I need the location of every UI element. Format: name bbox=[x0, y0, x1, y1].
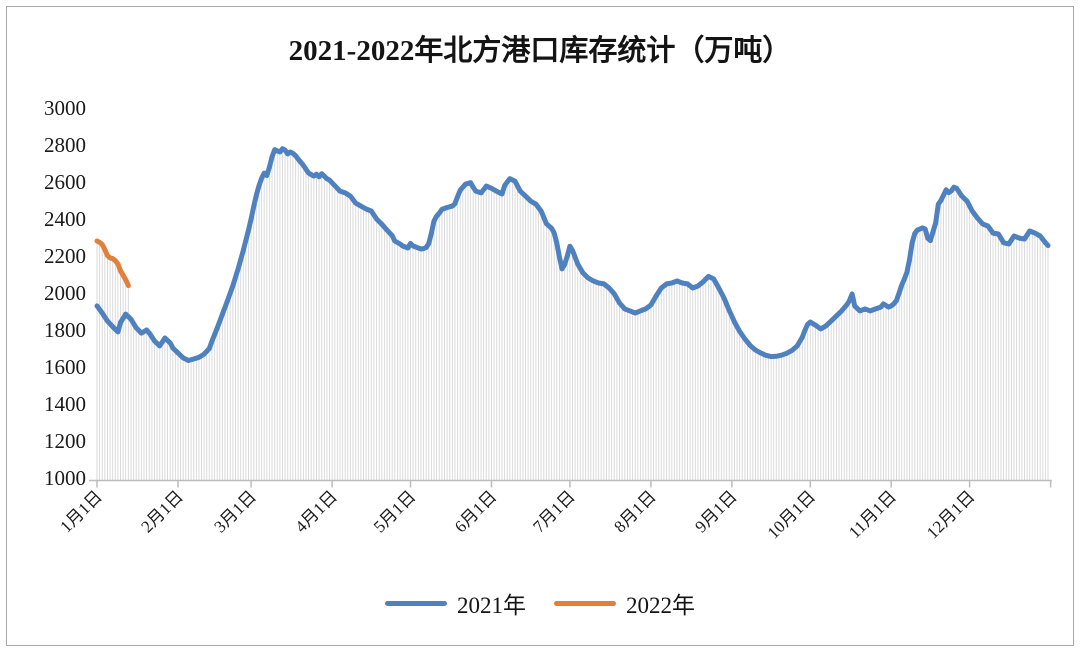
legend-label-2021: 2021年 bbox=[457, 593, 526, 618]
chart-title: 2021-2022年北方港口库存统计（万吨） bbox=[288, 35, 792, 67]
chart-legend: 2021年 2022年 bbox=[0, 586, 1080, 620]
y-tick-label: 2200 bbox=[44, 244, 86, 268]
legend-swatch-2021 bbox=[385, 600, 447, 606]
y-tick-label: 2400 bbox=[44, 207, 86, 231]
series-2022-line bbox=[94, 238, 131, 289]
y-tick-label: 1000 bbox=[44, 466, 86, 490]
series-2021-line bbox=[94, 146, 1051, 363]
y-tick-label: 2600 bbox=[44, 170, 86, 194]
x-tick-label: 5月1日 bbox=[370, 487, 419, 536]
x-tick-label: 11月1日 bbox=[845, 487, 900, 542]
x-axis-labels: 1月1日 2月1日 3月1日 4月1日 5月1日 6月1日 7月1日 8月1日 9月1日 10月1… bbox=[56, 487, 978, 543]
chart-canvas: 3000 2800 2600 2400 2200 2000 1800 1600 1400 1200… bbox=[44, 96, 1052, 543]
y-tick-label: 1400 bbox=[44, 392, 86, 416]
x-tick-label: 3月1日 bbox=[210, 487, 259, 536]
y-tick-label: 1800 bbox=[44, 318, 86, 342]
x-tick-label: 8月1日 bbox=[610, 487, 659, 536]
legend-label-2022: 2022年 bbox=[626, 593, 695, 618]
x-tick-label: 9月1日 bbox=[691, 487, 740, 536]
legend-item-2021: 2021年 bbox=[385, 586, 526, 620]
x-axis bbox=[89, 479, 1052, 488]
legend-item-2022: 2022年 bbox=[554, 586, 695, 620]
x-tick-label: 6月1日 bbox=[451, 487, 500, 536]
x-tick-label: 4月1日 bbox=[291, 487, 340, 536]
drop-lines bbox=[96, 148, 1049, 480]
y-tick-label: 1200 bbox=[44, 429, 86, 453]
legend-swatch-2022 bbox=[554, 600, 616, 606]
y-tick-label: 2800 bbox=[44, 133, 86, 157]
x-tick-label: 7月1日 bbox=[529, 487, 578, 536]
y-tick-label: 3000 bbox=[44, 96, 86, 120]
x-tick-label: 12月1日 bbox=[923, 487, 979, 543]
y-tick-label: 1600 bbox=[44, 355, 86, 379]
x-tick-label: 2月1日 bbox=[137, 487, 186, 536]
y-tick-label: 2000 bbox=[44, 281, 86, 305]
x-tick-label: 1月1日 bbox=[56, 487, 105, 536]
x-tick-label: 10月1日 bbox=[764, 487, 820, 543]
y-axis-labels: 3000 2800 2600 2400 2200 2000 1800 1600 1400 1200… bbox=[44, 96, 86, 490]
